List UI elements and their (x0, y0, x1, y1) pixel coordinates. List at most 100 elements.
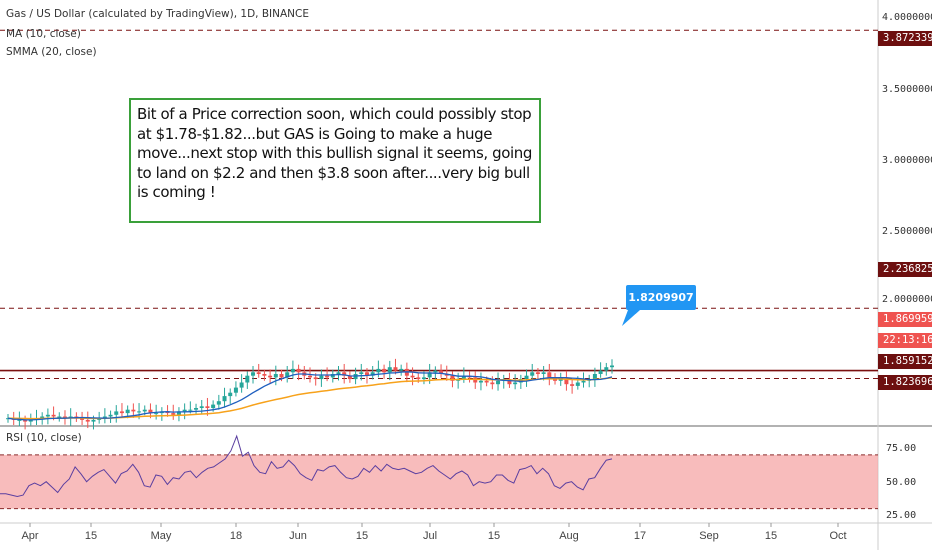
annotation-box[interactable]: Bit of a Price correction soon, which co… (129, 98, 541, 223)
candle-body (102, 416, 107, 419)
candle-body (222, 396, 227, 402)
ma-indicator-label[interactable]: MA (10, close) (6, 28, 81, 40)
candle-body (239, 382, 244, 388)
x-tick-label: Jun (289, 530, 307, 542)
candle-body (330, 374, 335, 378)
candle-body (17, 419, 22, 421)
candle-body (268, 375, 273, 378)
candle-body (285, 372, 290, 378)
rsi-tick-label: 75.00 (886, 443, 917, 454)
rsi-band (0, 454, 878, 509)
candle-body (393, 367, 398, 371)
candle-body (51, 414, 56, 417)
candle-body (347, 375, 352, 380)
smma-line (7, 376, 613, 420)
candle-body (125, 409, 130, 414)
price-callout[interactable]: 1.8209907 (626, 285, 696, 310)
candle-body (610, 365, 614, 368)
candle-body (570, 384, 575, 386)
candle-body (199, 406, 204, 408)
candle-body (496, 380, 501, 385)
price-tick-label: 4.0000000 (882, 12, 932, 23)
candle-body (273, 374, 278, 378)
x-tick-label: Aug (559, 530, 579, 542)
candle-body (216, 401, 221, 405)
candle-body (40, 416, 45, 419)
candle-body (45, 414, 50, 417)
price-tick-label: 3.5000000 (882, 84, 932, 95)
candle-body (558, 379, 563, 381)
candle-body (251, 372, 256, 376)
price-tick-label: 3.0000000 (882, 155, 932, 166)
candle-body (387, 367, 392, 373)
candle-body (421, 377, 426, 380)
callout-pointer (622, 310, 640, 326)
candle-body (176, 411, 181, 415)
chart-title: Gas / US Dollar (calculated by TradingVi… (6, 8, 309, 20)
candle-body (91, 419, 96, 422)
candle-body (142, 409, 147, 412)
candle-body (592, 374, 597, 380)
candle-body (108, 414, 113, 417)
ma-line (7, 371, 613, 421)
x-tick-label: Jul (422, 530, 438, 542)
candle-body (376, 368, 381, 373)
candle-body (575, 382, 580, 386)
candle-body (148, 409, 153, 414)
candle-body (416, 377, 421, 380)
candle-body (194, 408, 199, 410)
candle-body (484, 380, 489, 383)
candle-body (154, 413, 159, 415)
rsi-indicator-label[interactable]: RSI (10, close) (6, 432, 82, 444)
candle-body (359, 372, 364, 374)
x-tick-label: 15 (764, 530, 778, 542)
candle-body (427, 372, 432, 378)
candle-body (399, 368, 404, 371)
candle-body (490, 382, 495, 385)
smma-indicator-label[interactable]: SMMA (20, close) (6, 46, 97, 58)
level-tag: 2.2368252 (878, 262, 932, 277)
candle-body (336, 372, 341, 374)
candle-body (507, 379, 512, 385)
candle-body (262, 374, 267, 376)
candle-body (524, 375, 529, 380)
x-tick-label: May (150, 530, 172, 542)
candle-body (308, 375, 312, 378)
candle-body (188, 409, 193, 411)
x-tick-label: Apr (21, 530, 39, 542)
candle-body (245, 375, 250, 383)
candle-body (313, 377, 318, 380)
candle-body (137, 411, 142, 413)
x-tick-label: Oct (829, 530, 847, 542)
countdown-tag: 22:13:16 (878, 333, 932, 348)
candle-body (279, 374, 284, 378)
candle-body (319, 375, 324, 380)
candle-body (205, 406, 210, 408)
candle-body (80, 418, 85, 420)
candle-body (131, 409, 136, 412)
x-tick-label: Sep (699, 530, 719, 542)
candle-body (598, 370, 603, 374)
candle-body (364, 372, 369, 376)
candle-body (23, 419, 28, 422)
rsi-tick-label: 25.00 (886, 510, 917, 521)
candle-body (85, 419, 90, 422)
candle-body (119, 411, 124, 414)
x-tick-label: 15 (487, 530, 501, 542)
candle-body (233, 387, 238, 393)
x-tick-label: 17 (633, 530, 647, 542)
rsi-tick-label: 50.00 (886, 477, 917, 488)
candle-body (547, 372, 552, 378)
candle-body (530, 372, 535, 376)
rsi-line (0, 434, 613, 498)
x-tick-label: 18 (229, 530, 243, 542)
candle-body (256, 372, 261, 374)
candle-body (382, 368, 387, 373)
level-tag: 3.8723397 (878, 31, 932, 46)
candle-body (114, 411, 119, 415)
candle-body (541, 372, 546, 374)
candle-body (535, 372, 540, 374)
candle-body (28, 419, 33, 422)
x-tick-label: 15 (84, 530, 98, 542)
